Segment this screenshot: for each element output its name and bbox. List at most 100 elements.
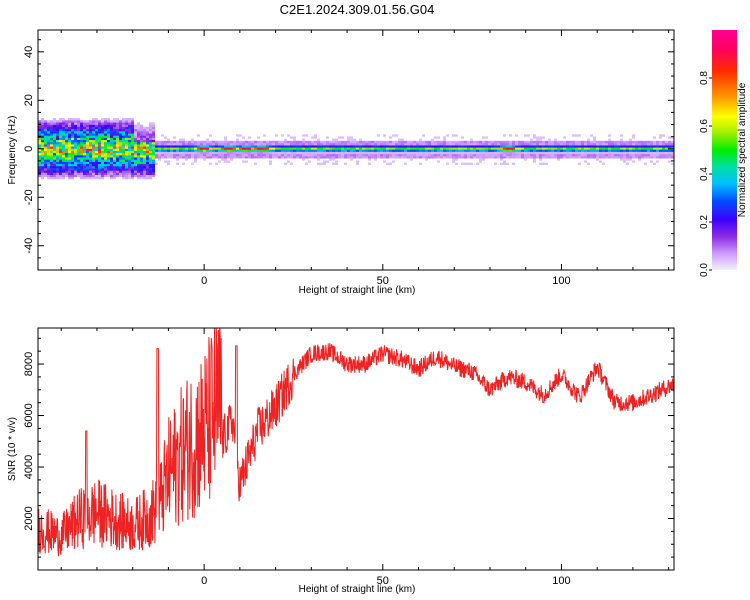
heatmap-cell xyxy=(611,149,614,152)
heatmap-cell xyxy=(152,163,155,167)
heatmap-cell xyxy=(224,140,227,144)
heatmap-cell xyxy=(542,153,545,157)
heatmap-cell xyxy=(98,146,101,149)
heatmap-cell xyxy=(83,139,86,143)
heatmap-cell xyxy=(500,162,503,165)
heatmap-cell xyxy=(122,144,125,147)
heatmap-cell xyxy=(95,118,98,121)
heatmap-cell xyxy=(530,151,533,155)
heatmap-cell xyxy=(332,145,335,148)
heatmap-cell xyxy=(263,140,266,144)
heatmap-cell xyxy=(428,153,431,157)
heatmap-cell xyxy=(203,145,206,148)
heatmap-cell xyxy=(617,140,620,144)
heatmap-cell xyxy=(590,145,593,148)
heatmap-cell xyxy=(116,144,119,147)
heatmap-cell xyxy=(188,153,191,157)
heatmap-cell xyxy=(98,163,101,167)
heatmap-cell xyxy=(194,149,197,152)
heatmap-cell xyxy=(428,156,431,159)
heatmap-cell xyxy=(350,151,353,155)
heatmap-cell xyxy=(74,166,77,169)
heatmap-cell xyxy=(530,145,533,148)
heatmap-cell xyxy=(599,147,602,150)
heatmap-cell xyxy=(134,163,137,167)
heatmap-cell xyxy=(113,150,116,154)
heatmap-cell xyxy=(98,157,101,160)
heatmap-cell xyxy=(65,172,68,175)
heatmap-cell xyxy=(578,145,581,148)
heatmap-cell xyxy=(461,143,464,146)
heatmap-cell xyxy=(53,172,56,175)
heatmap-cell xyxy=(479,149,482,152)
heatmap-cell xyxy=(233,140,236,144)
heatmap-cell xyxy=(71,120,74,123)
heatmap-cell xyxy=(446,151,449,155)
heatmap-cell xyxy=(647,149,650,152)
heatmap-cell xyxy=(221,151,224,155)
heatmap-cell xyxy=(38,161,41,164)
heatmap-cell xyxy=(470,149,473,152)
heatmap-cell xyxy=(167,151,170,155)
heatmap-cell xyxy=(533,140,536,144)
heatmap-cell xyxy=(95,146,98,149)
heatmap-cell xyxy=(248,153,251,157)
heatmap-cell xyxy=(62,157,65,160)
heatmap-cell xyxy=(125,133,128,136)
heatmap-cell xyxy=(185,151,188,155)
heatmap-cell xyxy=(59,124,62,127)
heatmap-cell xyxy=(65,146,68,149)
heatmap-cell xyxy=(515,147,518,150)
heatmap-cell xyxy=(74,133,77,136)
heatmap-cell xyxy=(632,145,635,148)
heatmap-cell xyxy=(293,145,296,148)
heatmap-cell xyxy=(374,140,377,144)
heatmap-cell xyxy=(89,126,92,130)
heatmap-cell xyxy=(638,156,641,159)
heatmap-cell xyxy=(254,149,257,152)
heatmap-cell xyxy=(65,168,68,171)
heatmap-cell xyxy=(152,131,155,134)
heatmap-cell xyxy=(206,138,209,141)
heatmap-cell xyxy=(77,128,80,132)
heatmap-cell xyxy=(305,153,308,157)
heatmap-cell xyxy=(386,140,389,144)
heatmap-cell xyxy=(557,149,560,152)
heatmap-cell xyxy=(587,149,590,152)
heatmap-cell xyxy=(257,156,260,159)
heatmap-cell xyxy=(512,140,515,144)
heatmap-cell xyxy=(608,138,611,141)
heatmap-cell xyxy=(359,140,362,144)
heatmap-cell xyxy=(86,142,89,145)
heatmap-cell xyxy=(470,151,473,155)
heatmap-cell xyxy=(323,162,326,165)
heatmap-cell xyxy=(293,140,296,144)
heatmap-cell xyxy=(380,147,383,150)
heatmap-cell xyxy=(284,162,287,165)
heatmap-cell xyxy=(347,145,350,148)
heatmap-cell xyxy=(281,145,284,148)
heatmap-cell xyxy=(86,172,89,175)
heatmap-cell xyxy=(416,145,419,148)
heatmap-cell xyxy=(395,147,398,150)
heatmap-cell xyxy=(572,156,575,159)
heatmap-cell xyxy=(62,133,65,136)
heatmap-cell xyxy=(152,124,155,127)
heatmap-cell xyxy=(56,152,59,156)
heatmap-cell xyxy=(113,168,116,171)
heatmap-cell xyxy=(602,140,605,144)
heatmap-cell xyxy=(92,168,95,171)
heatmap-cell xyxy=(287,156,290,159)
heatmap-cell xyxy=(380,145,383,148)
heatmap-cell xyxy=(278,153,281,157)
heatmap-cell xyxy=(140,159,143,162)
heatmap-cell xyxy=(629,143,632,146)
heatmap-cell xyxy=(134,157,137,160)
heatmap-cell xyxy=(38,126,41,130)
heatmap-cell xyxy=(44,126,47,130)
snr-ylabel: SNR (10 * v/v) xyxy=(7,417,18,481)
heatmap-cell xyxy=(569,143,572,146)
heatmap-cell xyxy=(74,135,77,138)
heatmap-cell xyxy=(80,150,83,154)
heatmap-cell xyxy=(53,163,56,167)
